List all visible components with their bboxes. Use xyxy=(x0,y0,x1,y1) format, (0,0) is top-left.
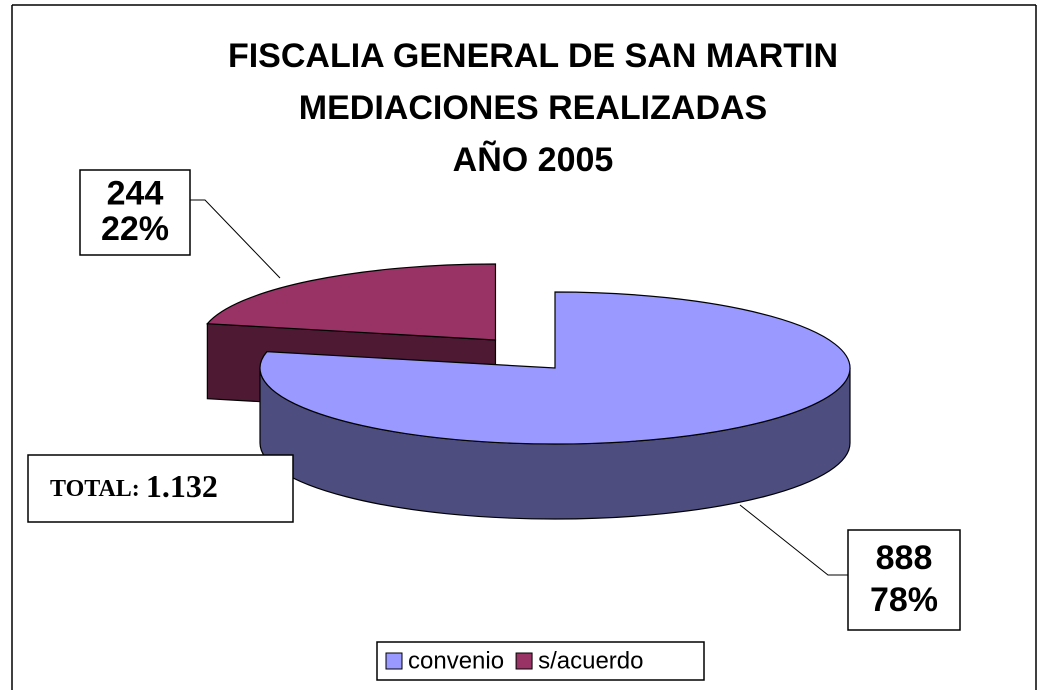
data-label: 888 xyxy=(876,539,933,577)
legend-swatch xyxy=(385,652,403,670)
slice xyxy=(206,263,497,341)
chart-title: AÑO 2005 xyxy=(453,141,614,179)
data-label: 22% xyxy=(101,210,169,248)
leader-line xyxy=(190,199,281,279)
legend-label: convenio xyxy=(408,647,504,674)
annotation-box xyxy=(27,454,294,523)
annotation-label: TOTAL: xyxy=(50,476,140,502)
legend-box xyxy=(376,641,705,681)
legend-label: s/acuerdo xyxy=(538,647,643,674)
data-label-box xyxy=(79,169,191,256)
data-label: 78% xyxy=(870,581,938,619)
data-label-box xyxy=(847,529,961,631)
slice xyxy=(259,291,851,445)
chart-title: FISCALIA GENERAL DE SAN MARTIN xyxy=(228,37,838,75)
annotation-value: 1.132 xyxy=(146,468,218,504)
annotation: TOTAL: 1.132 xyxy=(50,468,218,504)
legend-swatch xyxy=(515,652,533,670)
data-label: 244 xyxy=(107,174,164,212)
leader-line xyxy=(739,504,848,576)
chart-title: MEDIACIONES REALIZADAS xyxy=(299,89,767,127)
